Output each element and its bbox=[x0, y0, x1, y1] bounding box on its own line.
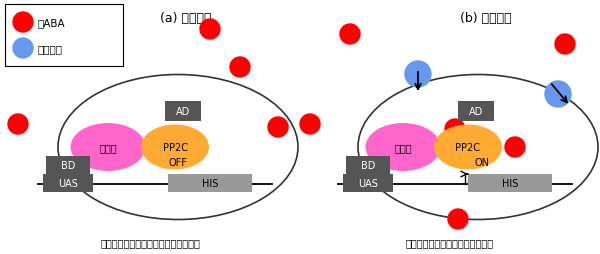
Text: ON: ON bbox=[475, 157, 490, 167]
Ellipse shape bbox=[71, 123, 146, 171]
Ellipse shape bbox=[365, 123, 440, 171]
FancyBboxPatch shape bbox=[468, 174, 552, 192]
Text: HIS: HIS bbox=[502, 178, 518, 188]
Circle shape bbox=[50, 35, 70, 55]
Text: AD: AD bbox=[469, 107, 483, 117]
Circle shape bbox=[8, 115, 28, 134]
Circle shape bbox=[300, 115, 320, 134]
Text: ヒスチジンを合成して生育できる: ヒスチジンを合成して生育できる bbox=[406, 237, 494, 247]
Circle shape bbox=[448, 209, 468, 229]
Circle shape bbox=[340, 25, 360, 45]
Text: (b) 輸送体有: (b) 輸送体有 bbox=[460, 12, 512, 25]
FancyBboxPatch shape bbox=[5, 5, 123, 67]
Text: AD: AD bbox=[176, 107, 190, 117]
Text: BD: BD bbox=[61, 160, 75, 170]
FancyBboxPatch shape bbox=[458, 102, 494, 121]
Text: UAS: UAS bbox=[358, 178, 378, 188]
FancyBboxPatch shape bbox=[168, 174, 252, 192]
Text: BD: BD bbox=[361, 160, 375, 170]
Text: 受容体: 受容体 bbox=[99, 142, 117, 152]
FancyBboxPatch shape bbox=[343, 174, 393, 192]
Circle shape bbox=[545, 82, 571, 108]
Text: UAS: UAS bbox=[58, 178, 78, 188]
Circle shape bbox=[13, 39, 33, 59]
Text: OFF: OFF bbox=[169, 157, 187, 167]
Ellipse shape bbox=[141, 125, 209, 170]
Circle shape bbox=[405, 62, 431, 88]
FancyBboxPatch shape bbox=[43, 174, 93, 192]
Text: PP2C: PP2C bbox=[455, 142, 481, 152]
Text: ヒスチジンを合成できず生育できない: ヒスチジンを合成できず生育できない bbox=[100, 237, 200, 247]
Circle shape bbox=[13, 13, 33, 33]
Text: ：ABA: ：ABA bbox=[37, 18, 65, 28]
FancyBboxPatch shape bbox=[165, 102, 201, 121]
Text: ：輸送体: ：輸送体 bbox=[37, 44, 62, 54]
Text: PP2C: PP2C bbox=[163, 142, 187, 152]
FancyBboxPatch shape bbox=[346, 156, 390, 174]
Text: (a) 輸送体無: (a) 輸送体無 bbox=[160, 12, 212, 25]
FancyBboxPatch shape bbox=[46, 156, 90, 174]
Circle shape bbox=[445, 120, 465, 139]
Circle shape bbox=[200, 20, 220, 40]
Circle shape bbox=[505, 137, 525, 157]
Circle shape bbox=[390, 134, 410, 154]
Text: 受容体: 受容体 bbox=[394, 142, 412, 152]
Circle shape bbox=[230, 58, 250, 78]
Circle shape bbox=[268, 118, 288, 137]
Ellipse shape bbox=[434, 125, 502, 170]
Text: HIS: HIS bbox=[202, 178, 218, 188]
Ellipse shape bbox=[58, 75, 298, 220]
Circle shape bbox=[555, 35, 575, 55]
Ellipse shape bbox=[358, 75, 598, 220]
